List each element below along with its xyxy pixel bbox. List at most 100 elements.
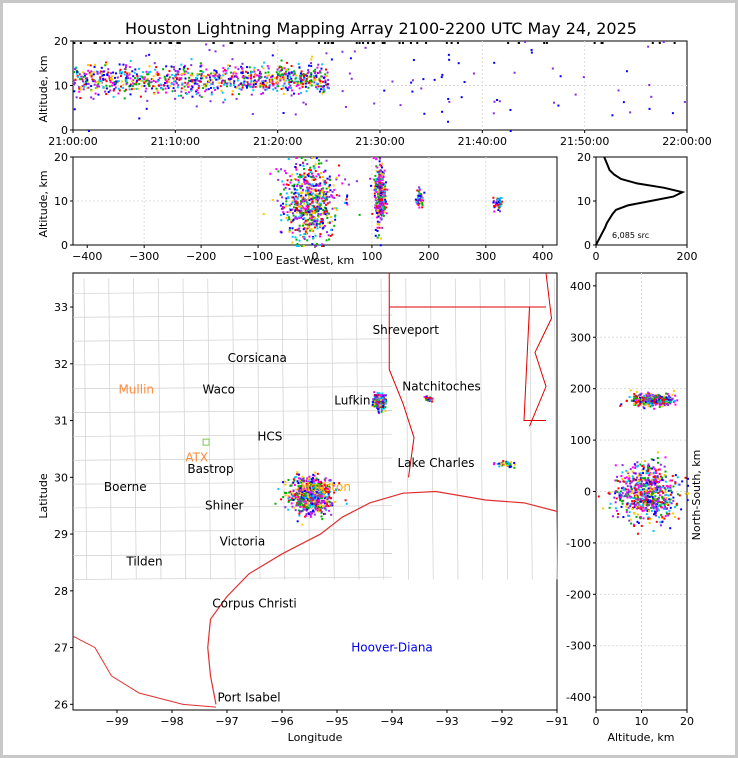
lightning-source [656, 507, 659, 510]
lightning-source [227, 64, 230, 67]
lightning-source [276, 76, 279, 79]
lightning-source [376, 185, 379, 188]
lightning-source [148, 83, 151, 86]
lightning-source [668, 501, 671, 504]
lightning-source [308, 224, 311, 227]
lightning-source [313, 167, 316, 170]
lightning-source [423, 112, 426, 115]
lightning-source [631, 475, 634, 478]
lightning-source [654, 483, 657, 486]
lightning-source [327, 186, 330, 189]
lightning-source [96, 72, 99, 75]
lightning-source [317, 208, 320, 211]
lightning-source [275, 71, 278, 74]
lightning-source [284, 494, 287, 497]
lightning-source [649, 402, 652, 405]
lightning-source [669, 527, 672, 530]
lightning-source [303, 208, 306, 211]
lightning-source [675, 502, 678, 505]
lightning-source [291, 497, 294, 500]
lightning-source [317, 487, 320, 490]
lightning-source [383, 42, 386, 44]
lightning-source [636, 502, 639, 505]
lightning-source [243, 80, 246, 83]
lightning-source [371, 403, 374, 406]
lightning-source [271, 82, 274, 85]
lightning-source [614, 479, 617, 482]
lightning-source [299, 497, 302, 500]
lightning-source [174, 97, 177, 100]
lightning-source [384, 202, 387, 205]
lightning-source [290, 86, 293, 89]
lightning-source [280, 59, 283, 62]
lightning-source [620, 494, 623, 497]
place-label: Shiner [205, 499, 244, 513]
lightning-source [93, 83, 96, 86]
lightning-source [112, 89, 115, 92]
lightning-source [334, 214, 337, 217]
lightning-source [312, 165, 315, 168]
lightning-source [338, 482, 341, 485]
y-tick-label: 200 [570, 383, 591, 396]
lightning-source [379, 171, 382, 174]
lightning-source [331, 196, 334, 199]
lightning-source [165, 91, 168, 94]
lightning-source [645, 495, 648, 498]
lightning-source [663, 517, 666, 520]
lightning-source [254, 80, 257, 83]
lightning-source [379, 217, 382, 220]
lightning-source [326, 83, 329, 86]
lightning-source [320, 494, 323, 497]
lightning-source [665, 402, 668, 405]
lightning-source [223, 82, 226, 85]
lightning-source [305, 208, 308, 211]
lightning-source [502, 462, 505, 465]
lightning-source [322, 80, 325, 83]
lightning-source [296, 185, 299, 188]
lightning-source [203, 84, 206, 87]
lightning-source [299, 203, 302, 206]
lightning-source [218, 81, 221, 84]
state-boundary [529, 272, 553, 427]
lightning-source [271, 80, 274, 83]
lightning-source [227, 67, 230, 70]
lightning-source [118, 89, 121, 92]
lightning-source [125, 79, 128, 82]
lightning-source [382, 173, 385, 176]
lightning-source [324, 180, 327, 183]
lightning-source [668, 512, 671, 515]
lightning-source [314, 486, 317, 489]
lightning-source [638, 503, 641, 506]
lightning-source [616, 516, 619, 519]
lightning-source [431, 397, 434, 400]
lightning-source [299, 76, 302, 79]
lightning-source [669, 479, 672, 482]
lightning-source [662, 41, 665, 43]
lightning-source [89, 64, 92, 67]
place-label: Natchitoches [402, 380, 480, 394]
lightning-source [309, 229, 312, 232]
lightning-source [282, 66, 285, 69]
lightning-source [187, 85, 190, 88]
lightning-source [456, 42, 459, 44]
lightning-source [184, 92, 187, 95]
lightning-source [378, 205, 381, 208]
lightning-source [640, 392, 643, 395]
lightning-source [423, 191, 426, 194]
lightning-source [375, 180, 378, 183]
lightning-source [620, 505, 623, 508]
lightning-source [669, 489, 672, 492]
place-label: Lake Charles [398, 456, 475, 470]
lightning-source [294, 494, 297, 497]
lightning-source [205, 88, 208, 91]
lightning-source [638, 396, 641, 399]
lightning-source [308, 481, 311, 484]
lightning-source [377, 215, 380, 218]
y-tick-label: 32 [54, 358, 68, 371]
lightning-source [125, 82, 128, 85]
lightning-source [323, 495, 326, 498]
lightning-source [649, 481, 652, 484]
lightning-source [293, 476, 296, 479]
lightning-source [320, 67, 323, 70]
lightning-source [245, 66, 248, 69]
